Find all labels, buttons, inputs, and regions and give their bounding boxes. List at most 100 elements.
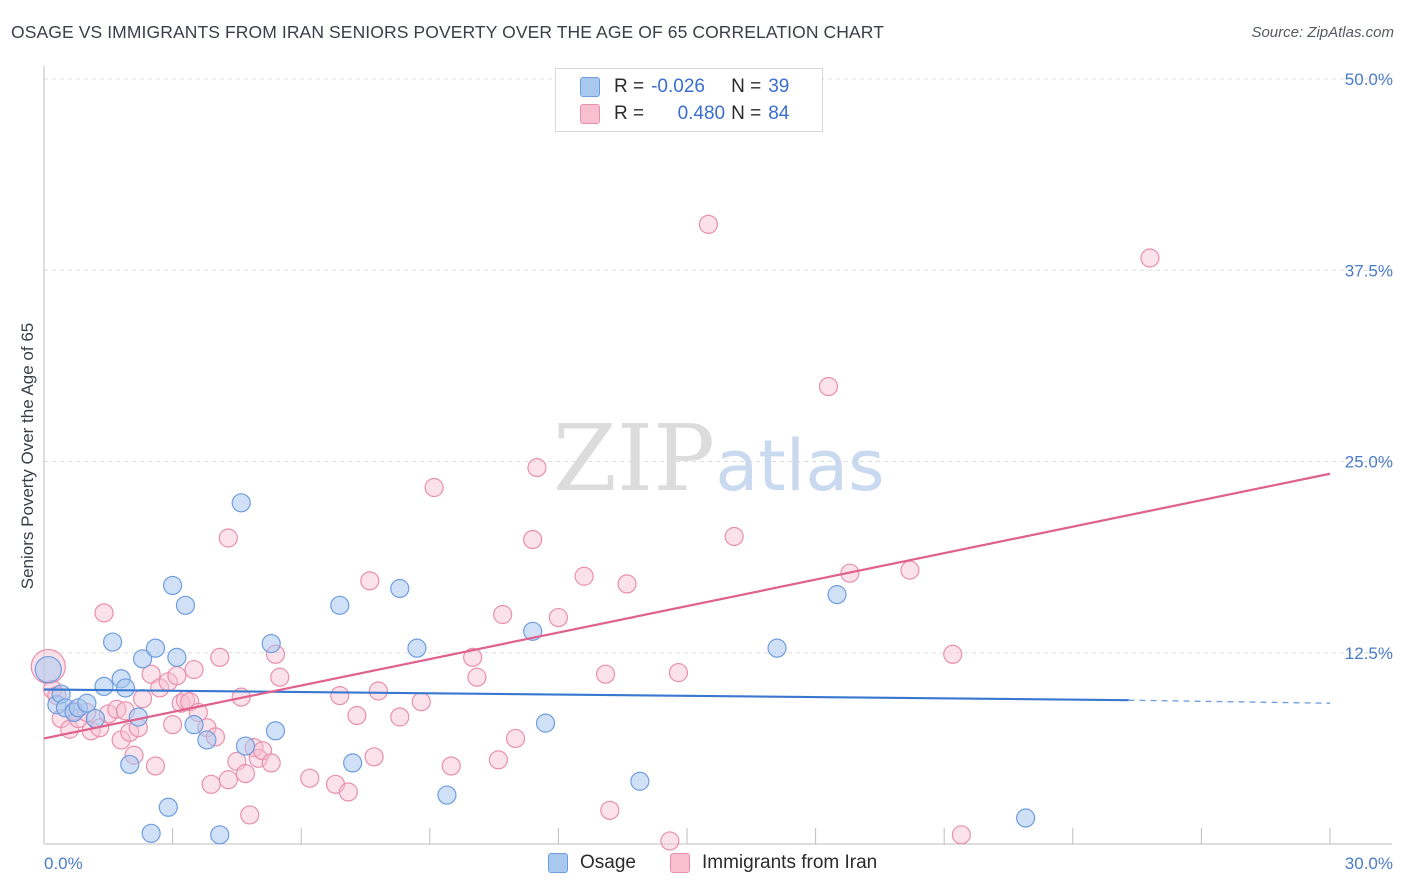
iran-point xyxy=(364,747,384,767)
legend-label-osage: Osage xyxy=(580,852,636,873)
osage-trendline-extension xyxy=(1128,699,1331,704)
iran-point xyxy=(527,458,547,478)
legend-r-label: R = xyxy=(614,76,645,97)
osage-point xyxy=(827,585,847,605)
series-osage xyxy=(34,493,1036,845)
legend-item-osage[interactable]: Osage xyxy=(548,852,636,874)
osage-point xyxy=(145,638,166,658)
iran-point xyxy=(505,728,526,749)
osage-point xyxy=(197,730,217,750)
series-immigrants-from-iran xyxy=(30,214,1160,851)
osage-point xyxy=(407,638,427,658)
watermark-zip: ZIP xyxy=(553,405,715,512)
osage-point xyxy=(132,649,153,669)
iran-point xyxy=(218,528,238,548)
iran-point xyxy=(724,526,744,547)
iran-point xyxy=(548,607,569,628)
osage-point xyxy=(261,633,281,654)
iran-point xyxy=(411,692,431,712)
iran-point xyxy=(141,664,161,684)
iran-point xyxy=(201,774,221,794)
legend-r-label: R = xyxy=(614,103,645,124)
osage-point xyxy=(163,575,183,596)
iran-point xyxy=(240,805,260,825)
osage-point xyxy=(184,715,204,735)
osage-point xyxy=(167,647,187,667)
iran-point xyxy=(467,667,487,687)
osage-point xyxy=(175,595,196,615)
osage-point xyxy=(94,676,114,697)
iran-point xyxy=(668,663,689,683)
osage-point xyxy=(141,823,161,843)
iran-point xyxy=(600,800,620,820)
iran-point xyxy=(463,647,483,667)
legend-n-label: N = xyxy=(731,76,762,97)
osage-point xyxy=(630,771,650,791)
iran-point xyxy=(595,664,616,684)
iran-point xyxy=(360,571,380,591)
legend-item-iran[interactable]: Immigrants from Iran xyxy=(669,852,877,874)
iran-point xyxy=(338,782,358,802)
series-legend: Osage Immigrants from Iran xyxy=(548,852,911,874)
osage-point xyxy=(265,721,286,741)
legend-n-label: N = xyxy=(731,103,762,124)
iran-point xyxy=(493,604,513,625)
osage-point xyxy=(102,632,123,652)
iran-point xyxy=(900,560,920,580)
osage-point xyxy=(235,736,256,756)
osage-point xyxy=(390,578,410,599)
iran-point xyxy=(441,756,461,776)
iran-point xyxy=(218,770,238,790)
iran-point xyxy=(167,666,187,686)
legend-swatch-osage xyxy=(548,853,568,873)
iran-point xyxy=(94,603,114,623)
legend-n-value-osage: 39 xyxy=(768,76,790,97)
osage-point xyxy=(231,493,251,513)
iran-point xyxy=(270,667,290,687)
chart-title: OSAGE VS IMMIGRANTS FROM IRAN SENIORS PO… xyxy=(11,22,884,42)
iran-point xyxy=(1140,248,1160,268)
legend-row-osage: R = -0.026 N = 39 xyxy=(580,75,789,99)
iran-point xyxy=(523,529,543,550)
iran-point xyxy=(818,376,839,397)
osage-trendline xyxy=(43,688,1129,702)
iran-point xyxy=(574,566,594,586)
legend-r-value-iran: 0.480 xyxy=(677,103,726,124)
iran-point xyxy=(488,750,508,770)
x-tick-label: 0.0% xyxy=(44,854,83,873)
gridlines xyxy=(44,78,1392,654)
watermark: ZIP atlas xyxy=(553,405,885,512)
iran-point xyxy=(390,707,410,727)
iran-point xyxy=(698,214,719,234)
osage-point xyxy=(120,754,140,775)
iran-point xyxy=(368,681,388,701)
iran-point xyxy=(210,647,230,667)
watermark-atlas: atlas xyxy=(715,425,884,507)
osage-point xyxy=(85,708,106,729)
iran-trendline xyxy=(43,472,1331,740)
legend-r-value-osage: -0.026 xyxy=(651,76,705,97)
tick-labels: 12.5% 25.0% 37.5% 50.0% 0.0% 30.0% xyxy=(44,70,1393,873)
x-tick-label: 30.0% xyxy=(1345,854,1393,873)
y-tick-label: 50.0% xyxy=(1345,70,1393,89)
iran-point xyxy=(660,831,680,851)
iran-point xyxy=(120,722,140,742)
iran-point xyxy=(235,764,256,784)
osage-point xyxy=(115,678,136,698)
legend-swatch-iran xyxy=(669,853,690,873)
axes xyxy=(43,66,1392,845)
trendlines xyxy=(43,472,1331,740)
correlation-legend: R = -0.026 N = 39 R = 0.480 N = 84 xyxy=(555,68,823,132)
legend-row-iran: R = 0.480 N = 84 xyxy=(580,102,789,126)
iran-point xyxy=(347,705,367,726)
iran-point xyxy=(330,685,350,706)
iran-point xyxy=(132,689,153,709)
y-tick-label: 37.5% xyxy=(1345,261,1393,280)
legend-swatch-osage xyxy=(580,77,600,97)
y-tick-label: 12.5% xyxy=(1345,644,1393,663)
osage-point xyxy=(1016,808,1036,828)
y-tick-label: 25.0% xyxy=(1345,453,1393,472)
osage-point xyxy=(158,797,178,817)
iran-point xyxy=(184,659,204,680)
